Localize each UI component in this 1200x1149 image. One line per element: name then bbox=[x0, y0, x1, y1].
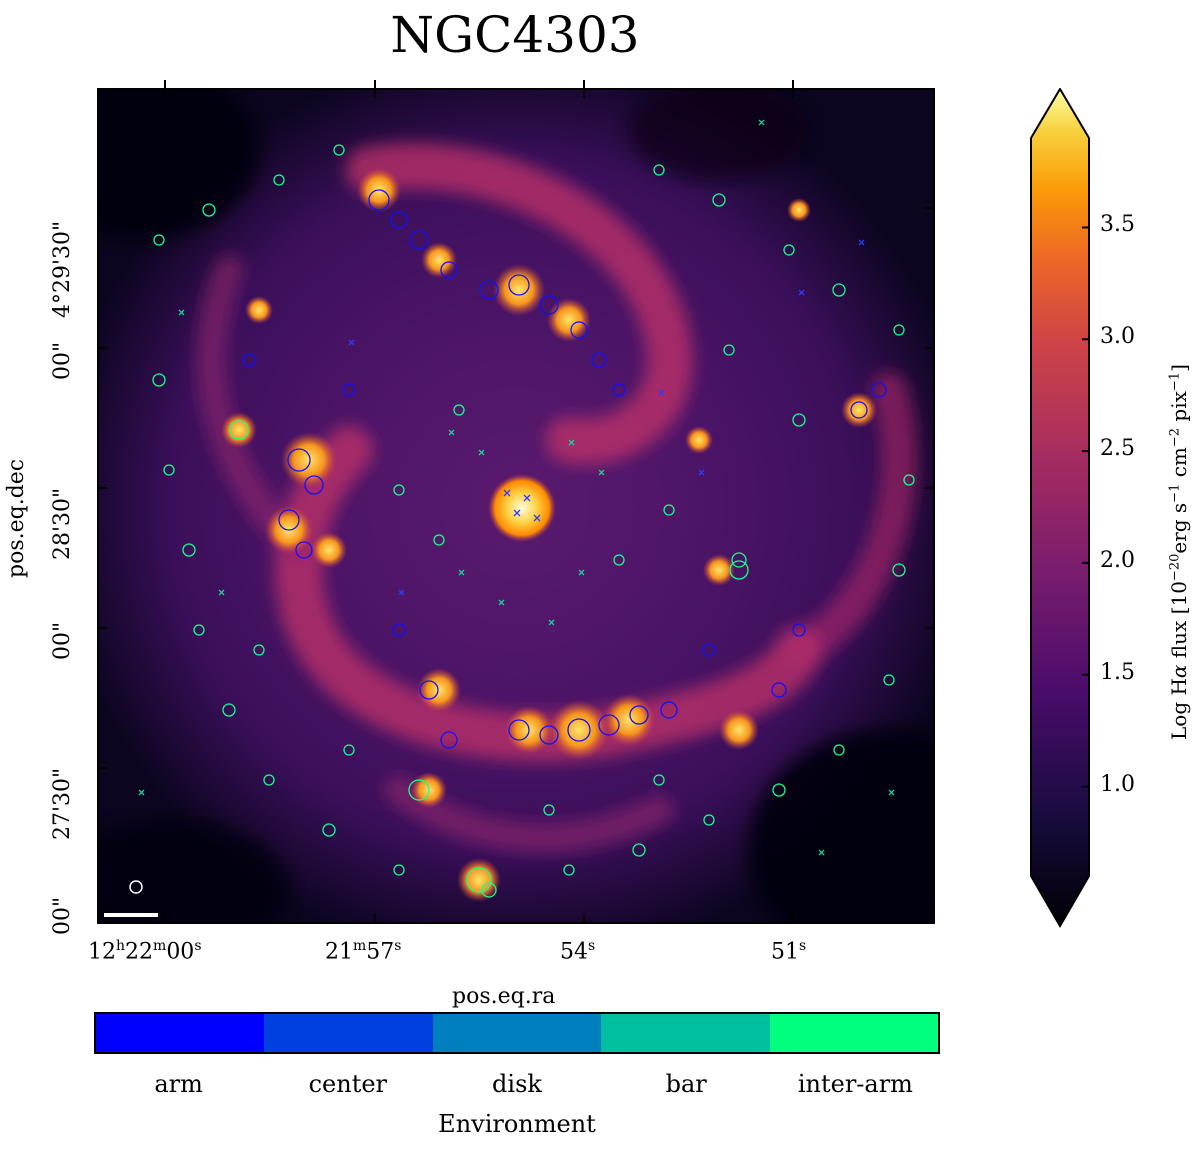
environment-swatch-arm bbox=[96, 1014, 265, 1052]
x-tick-label-2: 54s bbox=[560, 938, 596, 965]
x-tick-label-3: 51s bbox=[771, 938, 807, 965]
y-tick-label-3: 00" bbox=[50, 621, 75, 660]
environment-swatch-inter-arm bbox=[769, 1014, 939, 1052]
scale-bar bbox=[104, 913, 158, 917]
environment-swatch-bar bbox=[601, 1014, 770, 1052]
environment-title: Environment bbox=[438, 1110, 596, 1138]
environment-label-center: center bbox=[308, 1070, 388, 1098]
environment-swatch-center bbox=[264, 1014, 433, 1052]
top-ticks bbox=[164, 80, 794, 90]
colorbar-tick-label-3: 2.0 bbox=[1100, 547, 1135, 573]
x-tick-label-1: 21m57s bbox=[325, 938, 402, 965]
colorbar-tick-label-2: 2.5 bbox=[1100, 436, 1135, 462]
colorbar-tick-label-0: 3.5 bbox=[1100, 212, 1135, 238]
figure-title: NGC4303 bbox=[390, 6, 640, 64]
x-axis-label: pos.eq.ra bbox=[452, 984, 556, 1009]
y-tick-label-2: 28'30" bbox=[50, 487, 75, 560]
beam-circle bbox=[129, 880, 143, 894]
colorbar-tick-label-4: 1.5 bbox=[1100, 659, 1135, 685]
x-tick-label-0: 12h22m00s bbox=[88, 938, 202, 965]
environment-label-arm: arm bbox=[154, 1070, 203, 1098]
y-tick-label-5: 00" bbox=[50, 896, 75, 935]
environment-label-bar: bar bbox=[665, 1070, 707, 1098]
y-axis-label: pos.eq.dec bbox=[4, 458, 29, 578]
colorbar-label: Log Hα flux [10−20erg s−1 cm−2 pix−1] bbox=[1167, 364, 1191, 740]
y-tick-label-4: 27'30" bbox=[50, 767, 75, 840]
environment-swatch-disk bbox=[432, 1014, 602, 1052]
colorbar-tick-label-1: 3.0 bbox=[1100, 324, 1135, 350]
halpha-image-panel bbox=[97, 88, 935, 924]
colorbar-tick-label-5: 1.0 bbox=[1100, 771, 1135, 797]
environment-label-disk: disk bbox=[492, 1070, 542, 1098]
galaxy-image bbox=[99, 90, 933, 922]
galaxy-nucleus bbox=[488, 474, 556, 542]
environment-label-inter-arm: inter-arm bbox=[797, 1070, 913, 1098]
environment-colorbar bbox=[94, 1012, 940, 1054]
hα-flux-colorbar bbox=[1030, 88, 1090, 928]
y-tick-label-0: 4°29'30" bbox=[50, 220, 75, 318]
y-tick-label-1: 00" bbox=[50, 341, 75, 380]
